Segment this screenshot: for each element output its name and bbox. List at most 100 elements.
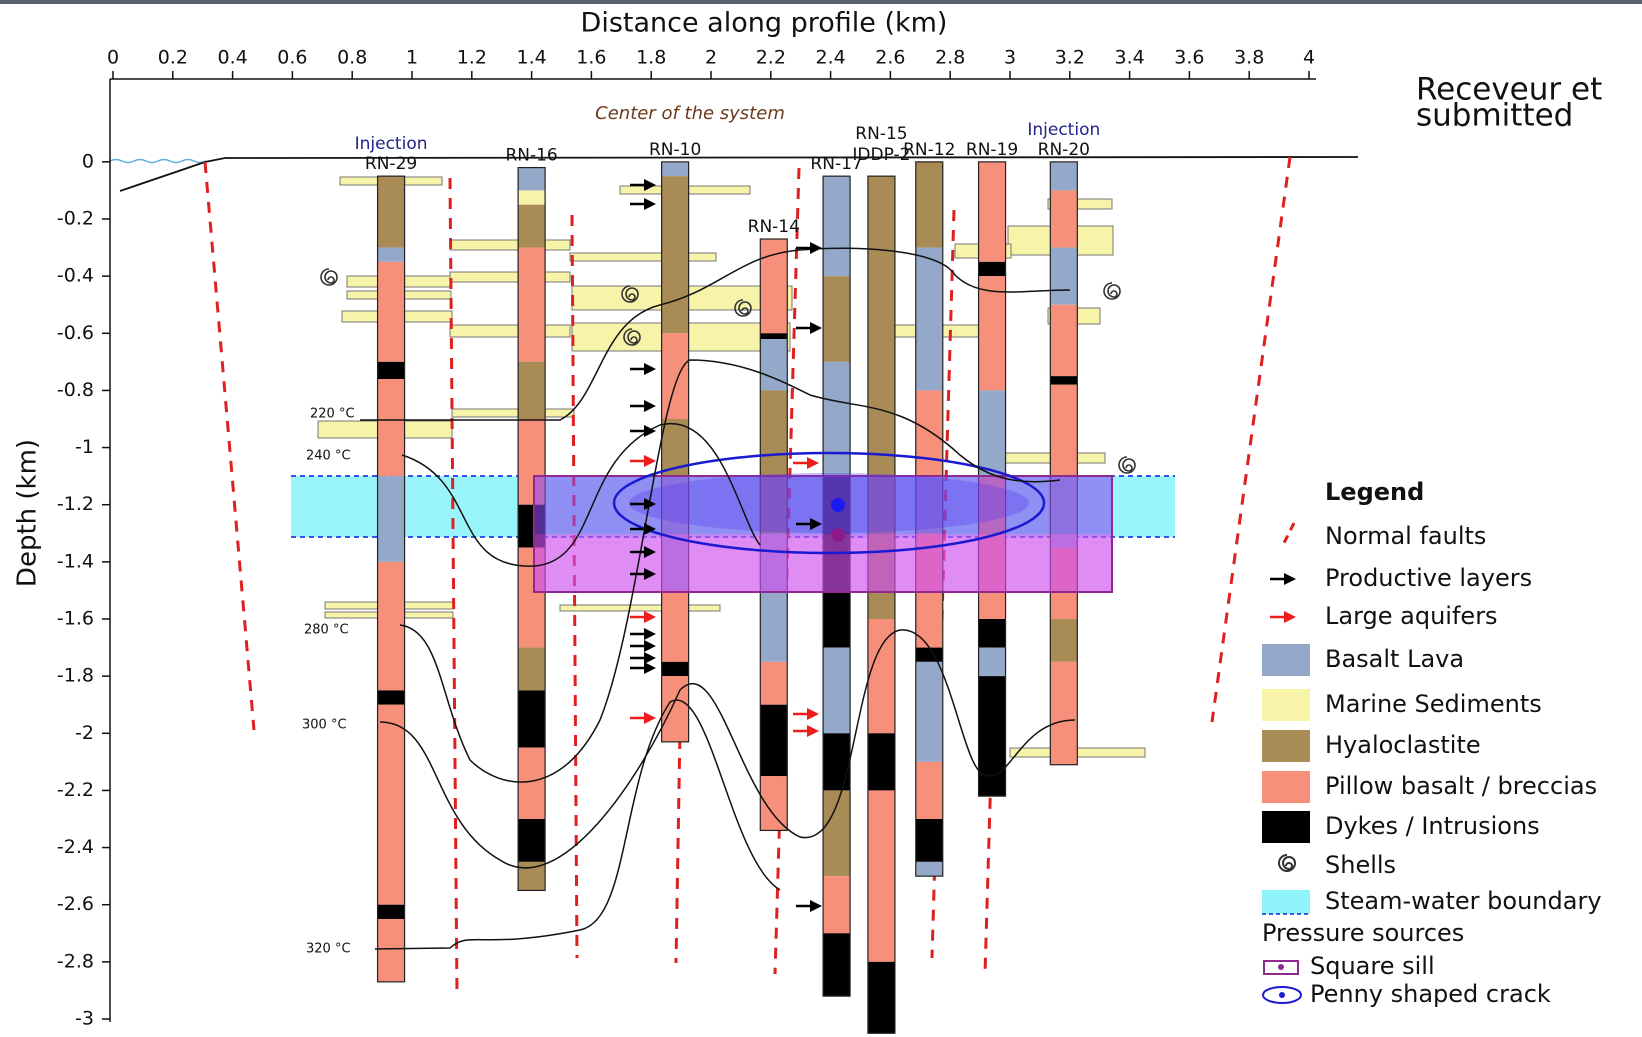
lithology-layer [1050,248,1077,305]
isotherm-label: 240 °C [306,449,351,464]
y-tick-label: -0.6 [57,322,94,344]
x-tick-label: 3.4 [1114,47,1144,69]
shell [321,269,337,285]
lithology-layer [916,162,943,248]
well-note: Injection [355,134,428,154]
lithology-layer [868,962,895,1033]
well-label: RN-14 [748,217,800,237]
legend-swatch [1262,644,1310,676]
crack-center [831,498,845,512]
lithology-layer [979,390,1006,476]
x-tick-label: 3.2 [1055,47,1085,69]
lithology-layer [916,762,943,819]
lithology-layer [1050,662,1077,765]
arrow [630,662,656,674]
legend-swatch [1262,771,1310,803]
arrow-head [807,708,819,720]
x-tick-label: 2.6 [875,47,905,69]
lithology-layer [868,619,895,733]
well-label: RN-12 [903,140,955,160]
sediment-bar [560,605,720,611]
lithology-layer [979,648,1006,677]
lithology-layer [979,619,1006,648]
arrow-head [644,652,656,664]
arrow [630,611,656,623]
arrow [630,628,656,640]
legend-label: Steam-water boundary [1325,887,1602,915]
lithology-layer [518,362,545,419]
x-tick-label: 1.6 [576,47,606,69]
x-tick-label: 3.6 [1174,47,1204,69]
arrow [630,640,656,652]
x-axis-title: Distance along profile (km) [581,8,948,39]
lithology-layer [823,933,850,996]
arrow-head [644,400,656,412]
x-tick-label: 4 [1303,47,1315,69]
lithology-layer [868,733,895,790]
arrow-head [644,611,656,623]
arrow [793,457,819,469]
legend-swatch [1262,689,1310,721]
isotherm-label: 320 °C [306,942,351,957]
lithology-layer [662,590,689,661]
lithology-layer [823,362,850,476]
arrow-head [644,198,656,210]
fault [205,162,254,730]
annotation: Center of the system [595,103,785,124]
lithology-layer [378,690,405,704]
well-alias: IDDP-2 [852,145,910,165]
top-strip [0,0,1642,4]
y-tick-label: -0.4 [57,265,94,287]
lithology-layer [1050,190,1077,247]
legend-label: Square sill [1310,952,1435,980]
arrow [630,652,656,664]
x-tick-label: 1.2 [457,47,487,69]
arrow-head [644,363,656,375]
well-label: RN-29 [365,154,417,174]
lithology-layer [916,819,943,862]
legend-label: Penny shaped crack [1310,980,1551,1008]
lithology-layer [979,676,1006,796]
legend-label: Pillow basalt / breccias [1325,772,1597,800]
y-tick-label: -1.8 [57,665,94,687]
legend-label: Marine Sediments [1325,690,1542,718]
isotherm-label: 300 °C [302,718,347,733]
x-tick-label: 1 [406,47,418,69]
lithology-layer [916,662,943,762]
legend-label: Basalt Lava [1325,645,1464,673]
arrow-head [644,712,656,724]
y-tick-label: -2.8 [57,950,94,972]
y-tick-label: -2.6 [57,893,94,915]
legend-label: Large aquifers [1325,602,1498,630]
well-label: RN-15 [855,124,907,144]
lithology-layer [662,333,689,419]
legend-label: Productive layers [1325,564,1532,592]
well-label: RN-20 [1038,140,1090,160]
arrow [796,322,822,334]
lithology-layer [378,562,405,691]
lithology-layer [1050,162,1077,191]
arrow [1270,611,1296,623]
sediment-bar [570,253,716,261]
y-tick-label: -1.2 [57,493,94,515]
sill-center [831,528,845,542]
penny-crack-core [629,473,1029,533]
lithology-layer [378,362,405,379]
arrow [630,712,656,724]
arrow-head [644,425,656,437]
y-tick-label: -2.2 [57,779,94,801]
x-tick-label: 3.8 [1234,47,1264,69]
lithology-layer [916,248,943,391]
x-tick-label: 3 [1004,47,1016,69]
arrow-head [810,900,822,912]
shell [1119,457,1135,473]
lithology-layer [378,262,405,362]
lithology-layer [518,190,545,204]
arrow [796,900,822,912]
y-tick-label: -1.6 [57,608,94,630]
lithology-layer [760,662,787,705]
legend-swatch [1262,730,1310,762]
arrow [793,725,819,737]
lithology-layer [760,776,787,830]
